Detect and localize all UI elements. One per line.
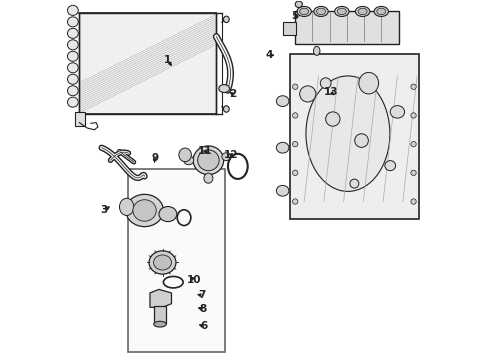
- Ellipse shape: [68, 28, 78, 39]
- Ellipse shape: [133, 200, 156, 221]
- Bar: [283, 22, 296, 35]
- Ellipse shape: [326, 112, 340, 126]
- Text: 7: 7: [198, 291, 206, 301]
- Polygon shape: [150, 289, 172, 307]
- Ellipse shape: [222, 153, 231, 161]
- Text: 12: 12: [224, 150, 239, 160]
- Ellipse shape: [126, 194, 164, 226]
- Ellipse shape: [293, 113, 298, 118]
- Text: 11: 11: [197, 145, 212, 156]
- Ellipse shape: [293, 199, 298, 204]
- Ellipse shape: [204, 173, 213, 183]
- Ellipse shape: [411, 170, 416, 176]
- Ellipse shape: [306, 76, 390, 192]
- Ellipse shape: [317, 8, 325, 15]
- Ellipse shape: [276, 96, 289, 107]
- Ellipse shape: [68, 97, 78, 107]
- Bar: [128, 169, 225, 352]
- Ellipse shape: [68, 51, 78, 61]
- Ellipse shape: [374, 6, 389, 17]
- Polygon shape: [153, 306, 166, 323]
- Ellipse shape: [197, 150, 219, 171]
- Ellipse shape: [120, 198, 134, 216]
- Text: 9: 9: [151, 153, 158, 163]
- Ellipse shape: [219, 85, 230, 93]
- Ellipse shape: [149, 251, 176, 274]
- Bar: [290, 54, 419, 220]
- Ellipse shape: [320, 78, 331, 89]
- Ellipse shape: [350, 179, 359, 188]
- Ellipse shape: [68, 86, 78, 96]
- Ellipse shape: [300, 86, 316, 102]
- Ellipse shape: [68, 17, 78, 27]
- Bar: [295, 12, 399, 44]
- Ellipse shape: [179, 148, 192, 162]
- Text: 1: 1: [164, 55, 171, 65]
- Ellipse shape: [411, 113, 416, 118]
- Ellipse shape: [314, 6, 328, 17]
- Ellipse shape: [154, 321, 166, 327]
- Ellipse shape: [358, 8, 367, 15]
- Ellipse shape: [223, 106, 229, 112]
- Ellipse shape: [411, 199, 416, 204]
- Ellipse shape: [355, 134, 368, 147]
- Ellipse shape: [300, 8, 309, 15]
- Ellipse shape: [68, 40, 78, 50]
- Text: 8: 8: [199, 304, 206, 314]
- Ellipse shape: [359, 72, 379, 94]
- Text: 5: 5: [291, 11, 298, 21]
- Ellipse shape: [193, 146, 223, 175]
- Ellipse shape: [355, 6, 370, 17]
- Ellipse shape: [276, 142, 289, 153]
- Text: 6: 6: [200, 321, 207, 331]
- Ellipse shape: [159, 207, 177, 222]
- Ellipse shape: [293, 141, 298, 147]
- Text: 4: 4: [266, 50, 273, 60]
- Ellipse shape: [68, 63, 78, 73]
- Text: 10: 10: [187, 275, 201, 285]
- Ellipse shape: [295, 1, 302, 8]
- Ellipse shape: [335, 6, 349, 17]
- Ellipse shape: [293, 170, 298, 176]
- Ellipse shape: [276, 185, 289, 196]
- Text: 2: 2: [229, 89, 236, 99]
- Ellipse shape: [68, 74, 78, 84]
- Bar: [74, 112, 85, 126]
- Text: 13: 13: [324, 87, 338, 97]
- Ellipse shape: [68, 5, 78, 15]
- Ellipse shape: [411, 141, 416, 147]
- Ellipse shape: [385, 161, 395, 171]
- Ellipse shape: [377, 8, 386, 15]
- Ellipse shape: [184, 156, 194, 165]
- Ellipse shape: [297, 6, 311, 17]
- Ellipse shape: [337, 8, 346, 15]
- Ellipse shape: [293, 84, 298, 89]
- Ellipse shape: [411, 84, 416, 89]
- Ellipse shape: [390, 105, 405, 118]
- Polygon shape: [79, 13, 216, 114]
- Ellipse shape: [223, 16, 229, 23]
- Ellipse shape: [314, 46, 320, 55]
- Ellipse shape: [153, 255, 172, 270]
- Text: 3: 3: [101, 206, 108, 216]
